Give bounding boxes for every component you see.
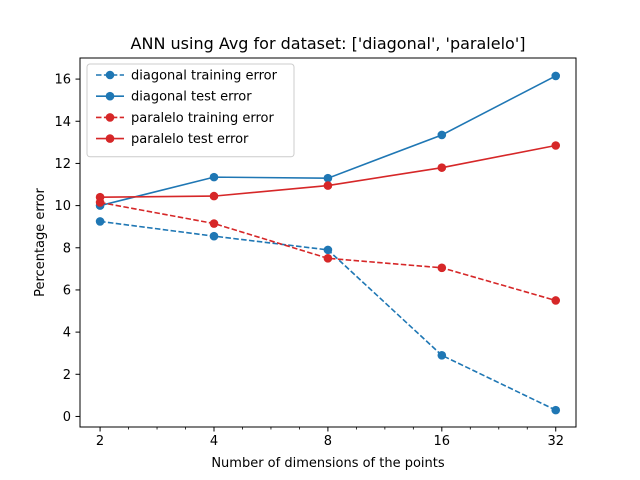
y-tick-label: 4 (63, 326, 71, 341)
series-line-2 (99, 201, 556, 302)
legend-item-0: diagonal training error (96, 69, 278, 84)
data-point (437, 163, 447, 172)
data-point (551, 296, 561, 305)
x-tick-label: 8 (324, 434, 332, 449)
y-tick-label: 6 (63, 283, 71, 298)
plot-area (95, 71, 561, 415)
legend-marker (105, 113, 115, 122)
x-axis-label: Number of dimensions of the points (211, 456, 445, 471)
y-tick-label: 16 (54, 73, 71, 88)
data-point (437, 263, 447, 273)
series-3 (95, 141, 561, 202)
data-point (323, 254, 333, 263)
legend-marker (105, 134, 115, 143)
legend-marker (105, 91, 115, 101)
legend-label: diagonal test error (131, 90, 252, 105)
data-point (437, 351, 447, 360)
data-point (209, 172, 219, 182)
x-tick-label: 32 (547, 434, 564, 449)
data-point (95, 217, 105, 226)
data-point (551, 141, 561, 150)
legend-item-1: diagonal test error (96, 90, 252, 105)
data-point (209, 191, 219, 201)
data-point (323, 181, 333, 190)
legend-item-2: paralelo training error (96, 111, 274, 126)
legend-marker (105, 70, 115, 80)
legend-box (86, 63, 295, 158)
x-axis: 2 4 8 16 32 (96, 427, 564, 449)
data-point (209, 231, 219, 241)
x-tick-label: 16 (434, 434, 451, 449)
y-tick-label: 10 (54, 199, 71, 214)
y-axis: 0 2 4 6 8 10 12 14 16 (54, 73, 80, 425)
data-point (95, 192, 105, 202)
legend-label: paralelo training error (131, 111, 274, 126)
y-tick-label: 0 (63, 410, 71, 425)
legend-item-3: paralelo test error (96, 132, 249, 147)
data-point (551, 71, 561, 81)
chart-title: ANN using Avg for dataset: ['diagonal', … (131, 34, 526, 53)
y-tick-label: 2 (63, 368, 71, 383)
y-tick-label: 8 (63, 241, 71, 256)
x-tick-label: 4 (210, 434, 218, 449)
data-point (437, 130, 447, 140)
y-axis-label: Percentage error (33, 187, 48, 296)
data-point (551, 405, 561, 415)
series-0 (95, 217, 561, 415)
y-tick-label: 14 (54, 115, 71, 130)
x-tick-label: 2 (96, 434, 104, 449)
legend-label: diagonal training error (131, 69, 278, 84)
legend-label: paralelo test error (131, 132, 249, 147)
data-point (323, 245, 333, 255)
data-point (323, 173, 333, 183)
series-2 (95, 198, 561, 305)
legend: diagonal training error diagonal test err… (86, 63, 295, 158)
data-point (209, 219, 219, 228)
y-tick-label: 12 (54, 157, 71, 172)
